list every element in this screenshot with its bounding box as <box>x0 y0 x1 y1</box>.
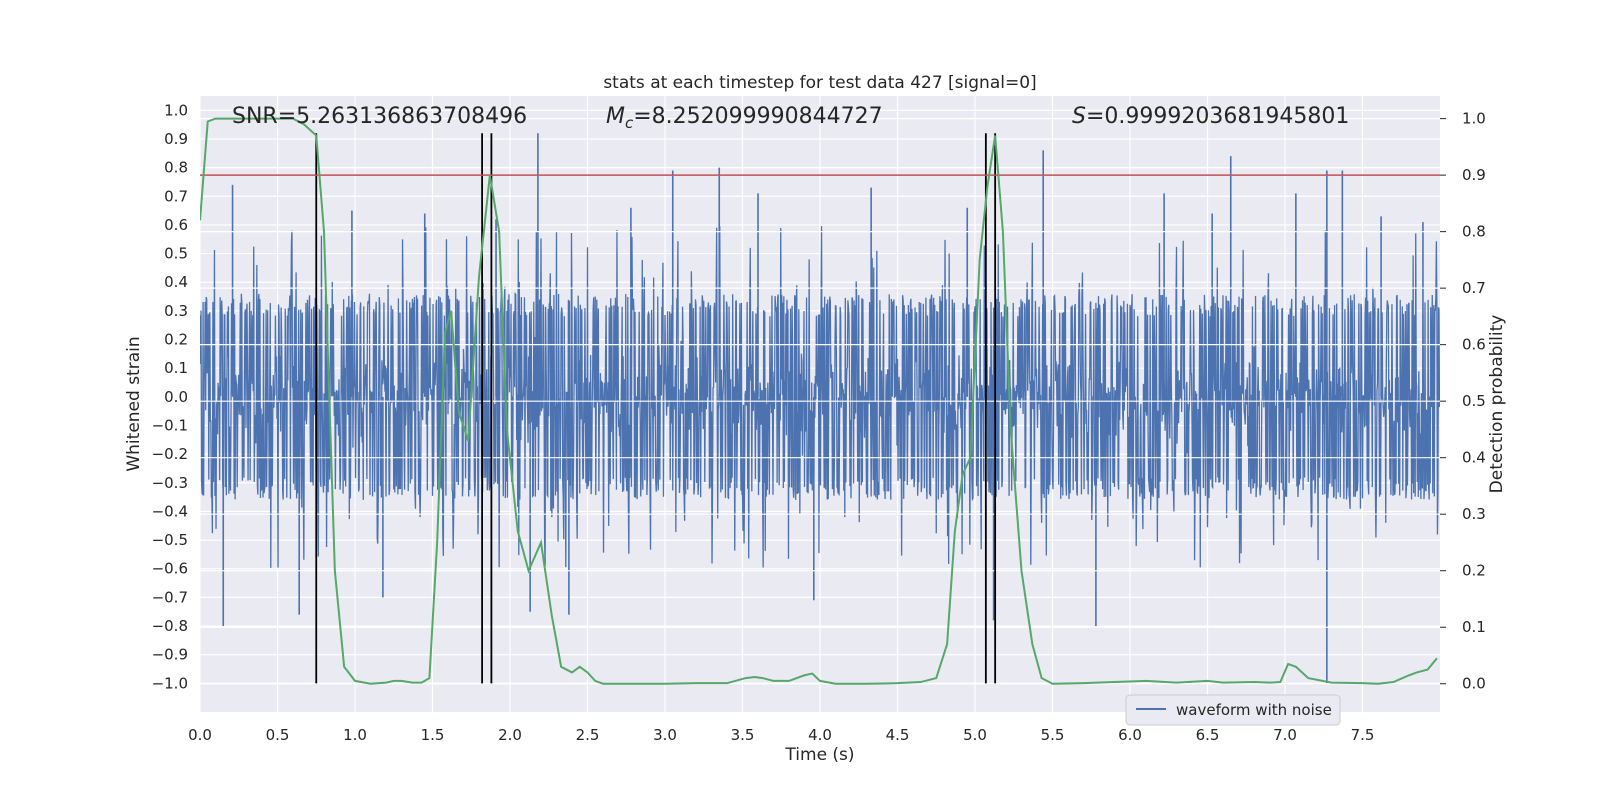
s-value: =0.9999203681945801 <box>1086 104 1349 129</box>
y-right-axis-label: Detection probability <box>1487 315 1507 494</box>
x-tick-label: 7.5 <box>1351 726 1375 744</box>
y-left-tick-label: 0.9 <box>164 130 188 148</box>
legend-box <box>1125 694 1341 726</box>
x-tick-label: 5.5 <box>1041 726 1065 744</box>
x-tick-label: 2.5 <box>576 726 600 744</box>
y-left-tick-label: −0.7 <box>152 588 188 606</box>
y-right-tick-label: 0.4 <box>1462 449 1486 467</box>
y-left-tick-label: −1.0 <box>152 674 188 692</box>
y-right-tick-label: 0.0 <box>1462 675 1486 693</box>
s-symbol: S <box>1072 104 1086 129</box>
x-tick-label: 6.5 <box>1196 726 1220 744</box>
y-left-tick-label: 1.0 <box>164 101 188 119</box>
y-right-tick-label: 1.0 <box>1462 110 1486 128</box>
y-left-tick-label: −0.8 <box>152 617 188 635</box>
probability-line <box>200 117 1438 685</box>
y-left-tick-label: −0.3 <box>152 474 188 492</box>
y-left-tick-label: −0.6 <box>152 560 188 578</box>
y-left-axis-label: Whitened strain <box>124 336 144 471</box>
legend-label: waveform with noise <box>1176 701 1332 719</box>
chirp-mass-annotation: Mc=8.252099990844727 <box>606 104 883 132</box>
y-left-tick-label: 0.6 <box>164 216 188 234</box>
y-left-tick-label: −0.4 <box>152 502 188 520</box>
y-right-tick-label: 0.8 <box>1462 223 1486 241</box>
y-left-axis-ticks: 1.0 0.9 0.8 0.7 0.6 0.5 0.4 0.3 0.2 0.1 0.0 −0.1 −0.… <box>152 101 188 692</box>
chart-title: stats at each timestep for test data 427… <box>603 73 1036 93</box>
y-left-tick-label: 0.3 <box>164 302 188 320</box>
y-left-tick-label: 0.2 <box>164 331 188 349</box>
y-right-axis-ticks: 1.0 0.9 0.8 0.7 0.6 0.5 0.4 0.3 0.2 0.1 0.0 <box>1440 110 1486 693</box>
x-tick-label: 1.0 <box>343 726 367 744</box>
y-left-tick-label: −0.1 <box>152 416 188 434</box>
y-left-tick-label: 0.7 <box>164 187 188 205</box>
s-annotation: S=0.9999203681945801 <box>1072 104 1349 129</box>
y-left-tick-label: 0.4 <box>164 273 188 291</box>
x-tick-label: 1.5 <box>421 726 445 744</box>
y-right-tick-label: 0.3 <box>1462 505 1486 523</box>
y-left-tick-label: 0.1 <box>164 359 188 377</box>
y-right-tick-label: 0.2 <box>1462 562 1486 580</box>
y-right-tick-label: 0.6 <box>1462 336 1486 354</box>
y-left-tick-label: 0.8 <box>164 159 188 177</box>
x-tick-label: 6.0 <box>1118 726 1142 744</box>
y-left-tick-label: −0.5 <box>152 531 188 549</box>
y-right-tick-label: 0.5 <box>1462 392 1486 410</box>
snr-annotation: SNR=5.263136863708496 <box>232 104 527 129</box>
y-left-tick-label: 0.0 <box>164 388 188 406</box>
x-tick-label: 0.5 <box>266 726 290 744</box>
y-right-tick-label: 0.9 <box>1462 166 1486 184</box>
y-right-tick-label: 0.7 <box>1462 279 1486 297</box>
y-left-tick-label: 0.5 <box>164 245 188 263</box>
x-tick-label: 0.0 <box>188 726 212 744</box>
x-tick-label: 4.0 <box>808 726 832 744</box>
chirp-mass-symbol: M <box>606 104 625 129</box>
x-axis-label: Time (s) <box>784 745 854 765</box>
chirp-mass-subscript: c <box>625 114 634 132</box>
y-right-tick-label: 0.1 <box>1462 618 1486 636</box>
x-tick-label: 7.0 <box>1273 726 1297 744</box>
y-left-tick-label: −0.9 <box>152 646 188 664</box>
x-tick-label: 4.5 <box>886 726 910 744</box>
y-left-tick-label: −0.2 <box>152 445 188 463</box>
x-tick-label: 3.0 <box>653 726 677 744</box>
x-tick-label: 5.0 <box>963 726 987 744</box>
x-tick-label: 2.0 <box>498 726 522 744</box>
x-tick-label: 3.5 <box>731 726 755 744</box>
legend: waveform with noise <box>1125 694 1341 726</box>
chirp-mass-value: =8.252099990844727 <box>633 104 882 129</box>
vertical-markers <box>315 133 997 684</box>
x-axis-ticks: 0.0 0.5 1.0 1.5 2.0 2.5 3.0 3.5 4.0 4.5 5.0 5.5 6.0 6… <box>188 726 1374 744</box>
waveform-series <box>200 133 1440 684</box>
probability-series <box>200 117 1438 685</box>
waveform-line <box>200 226 1440 568</box>
